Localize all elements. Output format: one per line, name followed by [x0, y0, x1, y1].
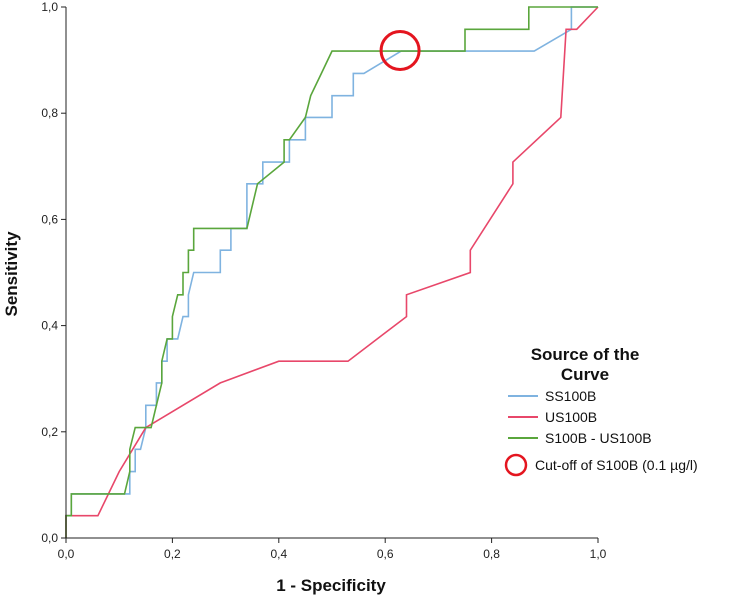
legend-label: SS100B — [545, 388, 596, 404]
y-tick-label: 0,4 — [41, 319, 58, 333]
y-tick-label: 0,0 — [41, 531, 58, 545]
x-tick-label: 1,0 — [590, 547, 607, 561]
cutoff-marker — [379, 30, 421, 72]
legend: Source of the Curve SS100B US100B S100B - U… — [504, 345, 698, 477]
legend-cutoff-label: Cut-off of S100B (0.1 µg/l) — [535, 457, 698, 473]
y-axis-title: Sensitivity — [2, 231, 21, 317]
y-tick-label: 0,6 — [41, 212, 58, 226]
y-tick-label: 1,0 — [41, 0, 58, 14]
x-tick-label: 0,4 — [270, 547, 287, 561]
legend-title-line: Curve — [561, 365, 609, 384]
legend-entries: SS100B US100B S100B - US100B — [508, 388, 652, 446]
legend-cutoff-icon — [504, 453, 528, 477]
x-axis-title: 1 - Specificity — [276, 576, 386, 595]
series-line-1 — [65, 6, 599, 538]
legend-label: S100B - US100B — [545, 430, 652, 446]
plot-area: 0,0 0,2 0,4 0,6 0,8 1,0 0,0 0,2 0,4 0,6 0,8 1,0 — [41, 0, 606, 561]
legend-entry: SS100B — [508, 388, 596, 404]
x-tick-label: 0,6 — [377, 547, 394, 561]
y-tick-label: 0,2 — [41, 425, 58, 439]
legend-title-line: Source of the — [531, 345, 640, 364]
series-layer — [65, 6, 599, 538]
y-tick-label: 0,8 — [41, 106, 58, 120]
x-tick-label: 0,2 — [164, 547, 181, 561]
x-tick-label: 0,8 — [483, 547, 500, 561]
legend-entry: US100B — [508, 409, 597, 425]
annotation-layer — [379, 30, 421, 72]
legend-annotation-entry: Cut-off of S100B (0.1 µg/l) — [504, 453, 698, 477]
series-line-2 — [65, 6, 598, 538]
series-line-0 — [65, 6, 598, 538]
axes-layer: 0,0 0,2 0,4 0,6 0,8 1,0 0,0 0,2 0,4 0,6 0,8 1,0 — [41, 0, 606, 561]
legend-label: US100B — [545, 409, 597, 425]
legend-entry: S100B - US100B — [508, 430, 652, 446]
legend-title: Source of the Curve — [531, 345, 640, 384]
x-tick-label: 0,0 — [58, 547, 75, 561]
